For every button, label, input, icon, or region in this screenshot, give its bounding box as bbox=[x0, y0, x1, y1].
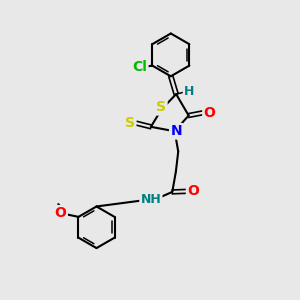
Text: H: H bbox=[184, 85, 194, 98]
Text: Cl: Cl bbox=[132, 60, 147, 74]
Text: N: N bbox=[170, 124, 182, 138]
Text: S: S bbox=[125, 116, 135, 130]
Text: O: O bbox=[55, 206, 67, 220]
Text: O: O bbox=[187, 184, 199, 198]
Text: O: O bbox=[203, 106, 215, 120]
Text: S: S bbox=[156, 100, 166, 114]
Text: NH: NH bbox=[140, 193, 161, 206]
